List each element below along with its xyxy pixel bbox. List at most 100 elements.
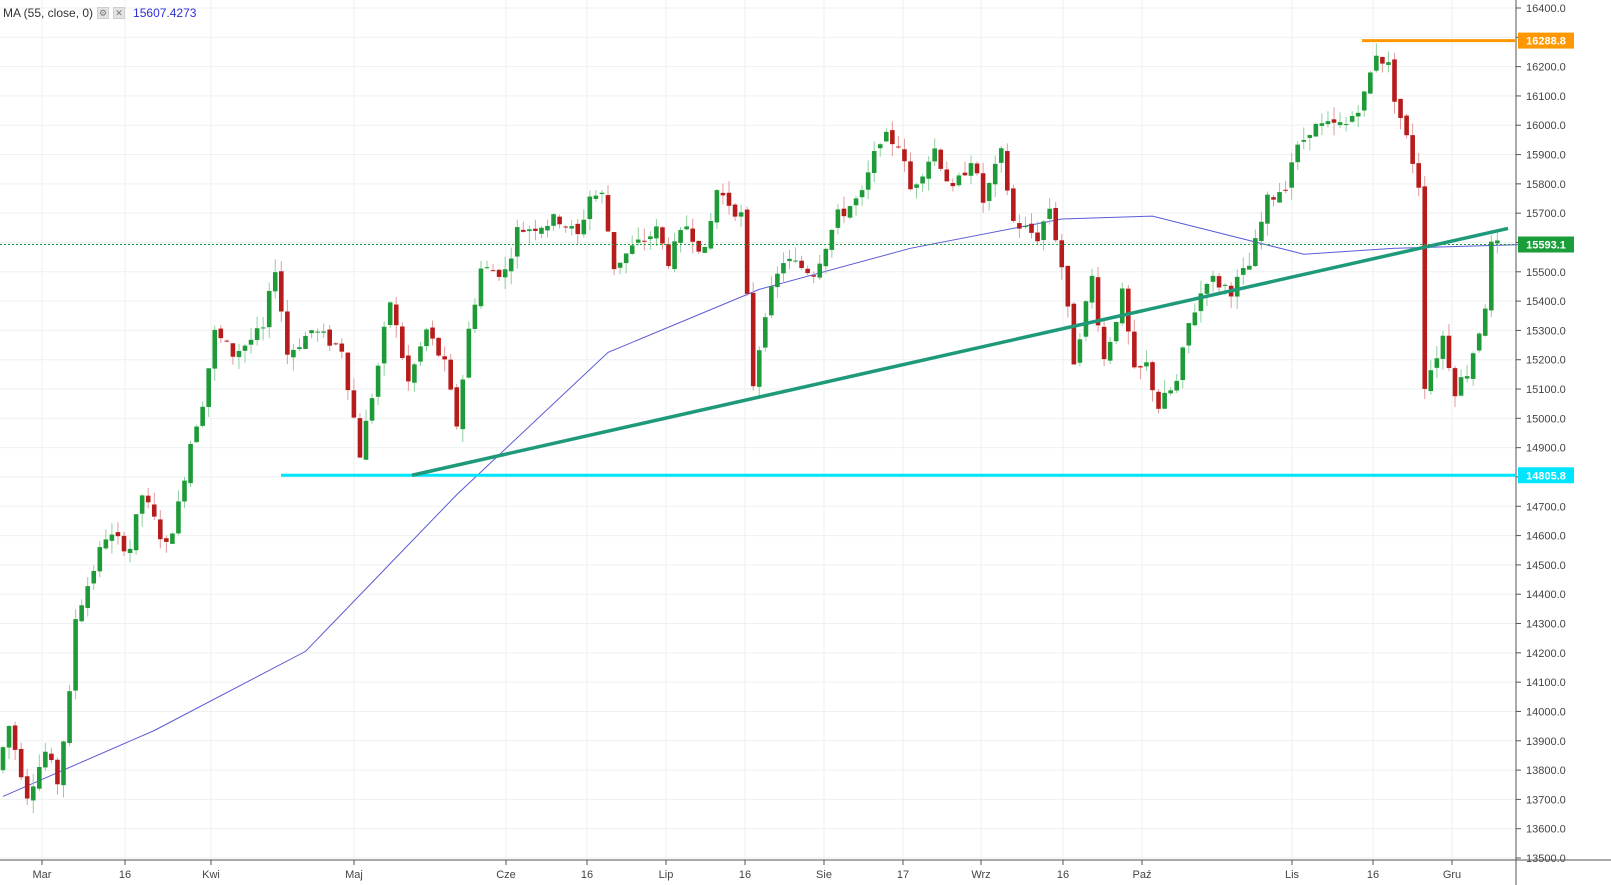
candle-up [1089, 275, 1095, 303]
candle-up [654, 226, 659, 239]
candle-up [248, 339, 254, 345]
candle-up [309, 330, 314, 334]
candle-down [436, 337, 441, 356]
candle-up [133, 514, 139, 551]
candle-down [218, 328, 224, 339]
candle-up [865, 172, 871, 190]
candle-up [1192, 312, 1198, 326]
candle-up [835, 209, 841, 228]
gear-icon[interactable]: ⚙ [97, 7, 110, 19]
candle-up [466, 328, 472, 378]
y-tick-label: 15200.0 [1526, 355, 1566, 367]
candle-up [684, 226, 689, 230]
candle-up [30, 786, 36, 801]
candle-up [484, 267, 490, 269]
candle-down [121, 535, 127, 552]
y-tick-label: 16000.0 [1526, 120, 1566, 132]
y-tick-label: 13800.0 [1526, 765, 1566, 777]
plot-area [0, 0, 1516, 860]
indicator-label: MA (55, close, 0) [3, 6, 94, 20]
y-tick-label: 13600.0 [1526, 824, 1566, 836]
candle-up [672, 241, 677, 269]
candle-up [387, 302, 393, 326]
candle-up [738, 212, 744, 217]
candle-up [914, 184, 919, 188]
y-tick-label: 15300.0 [1526, 325, 1566, 337]
candle-up [581, 219, 587, 235]
close-icon[interactable]: ✕ [113, 7, 126, 19]
candle-up [315, 331, 320, 333]
x-tick-label: Paź [1133, 869, 1152, 881]
indicator-value: 15607.4273 [133, 6, 197, 20]
candle-up [67, 691, 72, 744]
candle-up [170, 533, 175, 544]
candle-up [188, 443, 193, 484]
candle-up [1495, 240, 1500, 244]
candle-up [1047, 208, 1052, 219]
candle-down [145, 495, 151, 503]
candle-down [448, 359, 453, 390]
candle-down [890, 130, 895, 145]
candle-up [593, 195, 599, 199]
candle-down [938, 149, 944, 169]
candle-down [158, 519, 163, 540]
candle-up [1259, 221, 1264, 242]
y-tick-label: 14000.0 [1526, 706, 1566, 718]
candle-up [508, 258, 514, 272]
candle-up [775, 273, 780, 288]
y-tick-label: 13700.0 [1526, 794, 1566, 806]
candle-down [490, 270, 496, 272]
candle-down [950, 182, 956, 187]
candle-up [1464, 376, 1470, 379]
candle-up [176, 501, 181, 534]
candle-down [1053, 208, 1058, 241]
indicator-legend[interactable]: MA (55, close, 0) ⚙ ✕ 15607.4273 [3, 6, 196, 20]
candle-down [611, 232, 617, 270]
candle-down [393, 304, 399, 326]
candle-up [871, 151, 877, 173]
candle-down [285, 311, 290, 355]
ma-line [2, 215, 1546, 797]
candle-up [260, 327, 266, 329]
candle-up [1222, 284, 1228, 286]
candle-down [442, 356, 447, 360]
candle-down [720, 192, 726, 196]
y-tick-label: 16400.0 [1526, 3, 1566, 15]
candle-up [623, 253, 629, 264]
price-label-text: 15593.1 [1526, 240, 1566, 252]
candle-up [1168, 390, 1173, 394]
candle-up [932, 148, 937, 162]
candle-down [224, 340, 230, 342]
candle-up [1428, 370, 1434, 392]
candle-up [254, 328, 260, 341]
candle-down [115, 532, 121, 537]
candle-up [478, 268, 484, 307]
candle-down [230, 343, 236, 357]
candle-up [1337, 122, 1343, 126]
y-tick-label: 16200.0 [1526, 62, 1566, 74]
candle-up [539, 227, 544, 234]
y-tick-label: 13500.0 [1526, 853, 1566, 865]
candle-up [648, 236, 653, 240]
candle-up [992, 163, 998, 185]
candle-up [1434, 358, 1440, 368]
candle-down [1283, 189, 1288, 191]
candle-up [793, 260, 798, 262]
candle-up [635, 239, 641, 243]
y-tick-label: 15700.0 [1526, 208, 1566, 220]
candle-down [49, 753, 54, 761]
candle-up [1144, 362, 1149, 367]
candle-down [1398, 98, 1403, 118]
candle-up [1289, 162, 1294, 188]
candle-down [902, 149, 907, 162]
candle-down [841, 208, 847, 217]
candle-up [1247, 265, 1252, 270]
y-tick-label: 14300.0 [1526, 619, 1566, 631]
candle-down [811, 275, 816, 277]
candle-up [1198, 293, 1204, 312]
candle-up [998, 148, 1004, 163]
candle-down [279, 271, 284, 312]
candle-down [563, 226, 568, 228]
y-tick-label: 14700.0 [1526, 501, 1566, 513]
